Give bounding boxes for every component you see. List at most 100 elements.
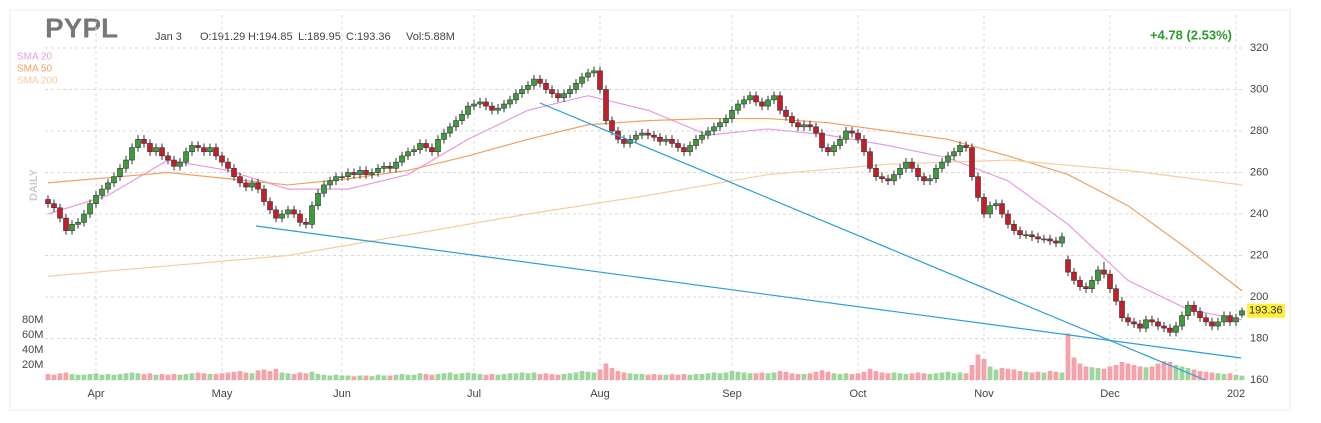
candle-body [429, 147, 435, 153]
volume-bar [909, 373, 915, 380]
sma-line [47, 159, 1243, 277]
candle-body [1041, 238, 1047, 241]
volume-bar [621, 372, 627, 380]
candle-body [105, 182, 111, 190]
candle-body [153, 147, 159, 153]
candle-body [981, 197, 987, 215]
volume-bar [357, 375, 363, 380]
candle-body [789, 116, 795, 123]
candle-body [987, 205, 993, 215]
volume-bar [399, 374, 405, 380]
candle-body [375, 168, 381, 173]
volume-bar [1239, 375, 1245, 380]
candle-body [819, 132, 825, 148]
candle-body [513, 93, 519, 101]
candle-body [171, 159, 177, 167]
volume-bar [309, 371, 315, 380]
volume-bar [915, 372, 921, 380]
candle-body [1143, 319, 1149, 329]
candle-body [303, 222, 309, 225]
volume-bar [387, 375, 393, 380]
volume-bar [1155, 363, 1161, 380]
volume-bar [753, 373, 759, 380]
volume-bar [1185, 368, 1191, 380]
volume-bar [1197, 371, 1203, 380]
candle-body [579, 76, 585, 84]
volume-bar [165, 374, 171, 380]
volume-bar [1023, 371, 1029, 380]
candle-body [447, 126, 453, 134]
volume-bar [225, 372, 231, 380]
volume-bar [285, 373, 291, 380]
candle-body [399, 155, 405, 163]
candle-body [669, 139, 675, 144]
candle-body [849, 130, 855, 134]
x-tick-label: Dec [1100, 388, 1120, 400]
volume-bar [159, 374, 165, 380]
volume-bar [579, 371, 585, 380]
volume-bar [519, 372, 525, 380]
volume-bar [885, 373, 891, 380]
volume-bar [123, 373, 129, 380]
volume-bar [171, 374, 177, 380]
candle-body [717, 122, 723, 128]
volume-bar [585, 371, 591, 380]
candle-body [63, 217, 69, 231]
candle-body [1011, 224, 1017, 231]
candle-body [1113, 288, 1119, 302]
volume-bar [993, 369, 999, 380]
volume-bar [543, 373, 549, 380]
candle-body [567, 89, 573, 94]
volume-bar [651, 374, 657, 380]
volume-bar [1041, 372, 1047, 380]
volume-bar [279, 372, 285, 380]
candle-body [759, 101, 765, 107]
candle-body [1191, 304, 1197, 312]
volume-bar [201, 373, 207, 380]
last-price-box [1247, 303, 1285, 318]
candle-body [795, 122, 801, 128]
volume-bar [501, 374, 507, 380]
volume-bar [693, 374, 699, 380]
candle-body [1161, 325, 1167, 329]
volume-bar [987, 366, 993, 380]
candle-body [1209, 321, 1215, 327]
candle-body [633, 134, 639, 140]
x-tick-label: Jun [333, 388, 351, 400]
candle-body [927, 178, 933, 182]
volume-bar [789, 373, 795, 380]
candle-body [681, 147, 687, 153]
volume-bar [525, 373, 531, 380]
candle-body [1053, 240, 1059, 244]
volume-bar [741, 372, 747, 380]
candle-body [861, 139, 867, 153]
candle-body [87, 203, 93, 215]
candle-body [537, 78, 543, 84]
candle-body [1083, 286, 1089, 289]
candle-body [813, 126, 819, 134]
volume-bar [945, 371, 951, 380]
candle-body [663, 139, 669, 142]
candle-body [1197, 311, 1203, 319]
volume-bar [603, 363, 609, 380]
candle-body [75, 222, 81, 225]
candle-body [1029, 234, 1035, 238]
volume-bar [303, 373, 309, 380]
candle-body [1131, 321, 1137, 325]
volume-bar [1179, 366, 1185, 380]
volume-bar [213, 374, 219, 380]
candle-body [519, 89, 525, 94]
candle-body [1215, 321, 1221, 327]
y-tick-label: 200 [1250, 291, 1268, 303]
candle-body [765, 99, 771, 107]
volume-bar [537, 374, 543, 380]
candle-body [483, 101, 489, 107]
candle-body [867, 151, 873, 169]
volume-bar [765, 373, 771, 380]
candle-body [339, 176, 345, 178]
candle-body [135, 139, 141, 148]
candle-body [309, 205, 315, 225]
candle-body [603, 89, 609, 121]
candle-body [639, 132, 645, 136]
volume-bar [1089, 367, 1095, 380]
